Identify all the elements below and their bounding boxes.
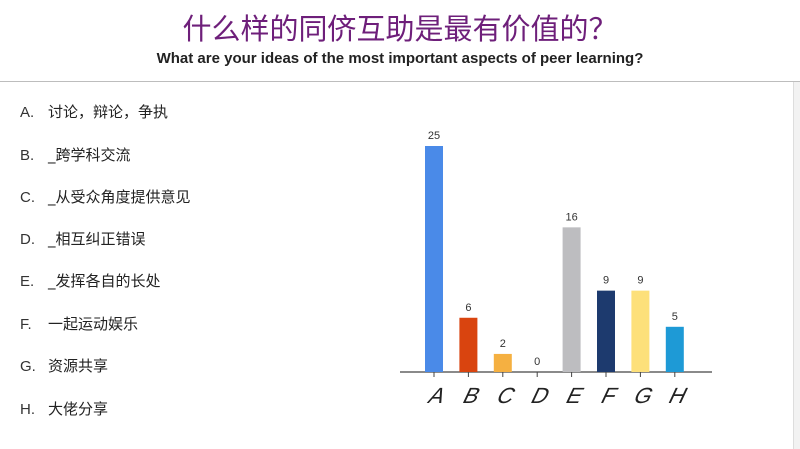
x-tick-label: B	[459, 383, 485, 408]
x-tick-label: C	[493, 383, 520, 408]
data-label: 9	[637, 275, 643, 287]
data-label: 5	[672, 311, 678, 323]
x-tick-label: D	[527, 383, 554, 408]
option-item: G. 资源共享	[20, 355, 108, 376]
bar-f	[597, 290, 615, 372]
option-item: D. _相互纠正错误	[20, 228, 146, 249]
option-item: E. _发挥各自的长处	[20, 270, 161, 291]
option-letter: D.	[20, 231, 35, 248]
option-letter: E.	[20, 273, 35, 290]
x-tick-label: G	[630, 383, 659, 408]
option-letter: B.	[20, 147, 35, 164]
option-text: 资源共享	[48, 357, 109, 375]
option-letter: G.	[20, 358, 36, 375]
option-item: H. 大佬分享	[20, 398, 108, 419]
data-label: 6	[465, 302, 471, 314]
option-letter: H.	[20, 401, 35, 418]
option-item: A. 讨论，辩论，争执	[20, 101, 168, 122]
slide-edge	[793, 82, 800, 449]
bar-g	[631, 290, 650, 372]
data-label: 16	[565, 211, 577, 223]
option-text: _跨学科交流	[48, 146, 131, 164]
option-letter: C.	[20, 189, 35, 206]
bar-b	[459, 317, 478, 372]
x-tick-label: E	[562, 383, 588, 408]
option-item: F. 一起运动娱乐	[20, 313, 138, 334]
option-letter: F.	[20, 316, 32, 333]
bar-a	[425, 146, 443, 372]
x-tick-label: F	[597, 383, 622, 408]
option-text: 大佬分享	[48, 400, 109, 418]
x-tick-label: H	[665, 383, 692, 408]
data-label: 9	[603, 275, 609, 287]
data-label: 25	[428, 130, 440, 142]
option-text: _发挥各自的长处	[48, 272, 161, 290]
page-title: 什么样的同侪互助是最有价值的？	[182, 12, 618, 46]
option-item: B. _跨学科交流	[20, 144, 131, 165]
bar-h	[665, 326, 684, 372]
bar-c	[493, 353, 512, 372]
bar-e	[562, 227, 581, 372]
page-subtitle: What are your ideas of the most importan…	[156, 50, 644, 67]
option-letter: A.	[20, 104, 35, 121]
header-divider	[0, 81, 800, 82]
option-text: 讨论，辩论，争执	[48, 103, 169, 121]
option-text: _相互纠正错误	[48, 230, 146, 248]
option-text: _从受众角度提供意见	[48, 188, 191, 206]
x-tick-label: A	[424, 383, 451, 408]
option-item: C. _从受众角度提供意见	[20, 186, 191, 207]
data-label: 0	[534, 356, 540, 368]
option-text: 一起运动娱乐	[48, 315, 139, 333]
data-label: 2	[500, 338, 506, 350]
